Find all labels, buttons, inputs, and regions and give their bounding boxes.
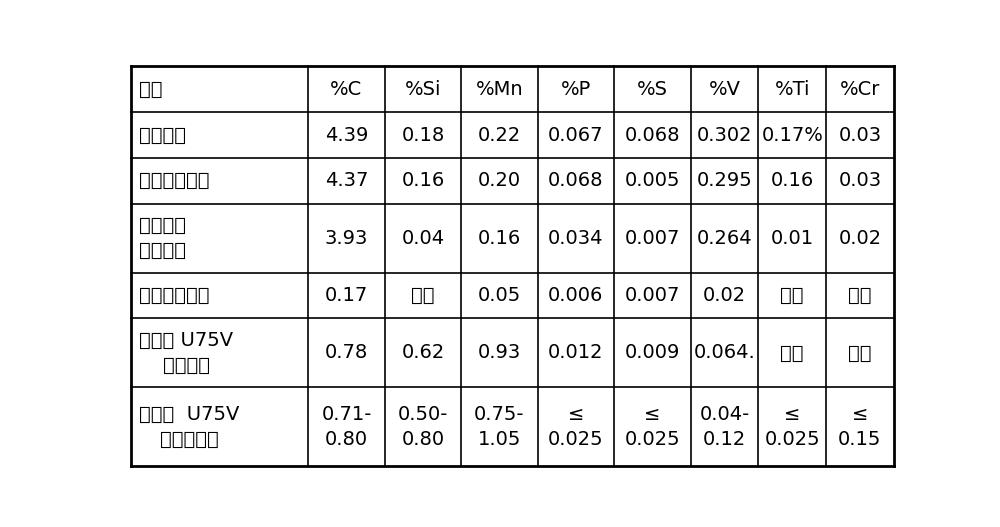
Text: ≤
0.025: ≤ 0.025 bbox=[548, 405, 604, 448]
Text: %V: %V bbox=[708, 80, 740, 99]
Text: 0.012: 0.012 bbox=[548, 344, 604, 363]
Text: 0.02: 0.02 bbox=[838, 229, 881, 248]
Text: 4.37: 4.37 bbox=[325, 171, 368, 190]
Text: 痕迹: 痕迹 bbox=[780, 286, 804, 305]
Text: 0.18: 0.18 bbox=[401, 125, 445, 144]
Text: 0.01: 0.01 bbox=[771, 229, 814, 248]
Text: 痕迹: 痕迹 bbox=[848, 344, 872, 363]
Text: 0.067: 0.067 bbox=[548, 125, 604, 144]
Text: 0.16: 0.16 bbox=[478, 229, 521, 248]
Text: 0.93: 0.93 bbox=[478, 344, 521, 363]
Text: 0.04-
0.12: 0.04- 0.12 bbox=[699, 405, 750, 448]
Text: 0.064.: 0.064. bbox=[694, 344, 755, 363]
Text: 痕迹: 痕迹 bbox=[848, 286, 872, 305]
Text: ≤
0.025: ≤ 0.025 bbox=[625, 405, 680, 448]
Text: 名称: 名称 bbox=[139, 80, 162, 99]
Text: 0.03: 0.03 bbox=[838, 125, 881, 144]
Text: 0.71-
0.80: 0.71- 0.80 bbox=[321, 405, 372, 448]
Text: 0.295: 0.295 bbox=[697, 171, 752, 190]
Text: %Cr: %Cr bbox=[840, 80, 880, 99]
Text: 3.93: 3.93 bbox=[325, 229, 368, 248]
Text: 0.17%: 0.17% bbox=[761, 125, 823, 144]
Text: 0.16: 0.16 bbox=[771, 171, 814, 190]
Text: %P: %P bbox=[561, 80, 591, 99]
Text: 含钒脱硫铁水: 含钒脱硫铁水 bbox=[139, 171, 209, 190]
Text: 转炉终点钢水: 转炉终点钢水 bbox=[139, 286, 209, 305]
Text: %Mn: %Mn bbox=[476, 80, 523, 99]
Text: 0.034: 0.034 bbox=[548, 229, 604, 248]
Text: 0.007: 0.007 bbox=[625, 286, 680, 305]
Text: 4.39: 4.39 bbox=[325, 125, 368, 144]
Text: %C: %C bbox=[330, 80, 363, 99]
Text: %Si: %Si bbox=[405, 80, 441, 99]
Text: 0.009: 0.009 bbox=[625, 344, 680, 363]
Text: 痕迹: 痕迹 bbox=[780, 344, 804, 363]
Text: 0.78: 0.78 bbox=[325, 344, 368, 363]
Text: 0.006: 0.006 bbox=[548, 286, 604, 305]
Text: 脱硫脱磷
含钒半钢: 脱硫脱磷 含钒半钢 bbox=[139, 216, 186, 260]
Text: 0.302: 0.302 bbox=[697, 125, 752, 144]
Text: 0.068: 0.068 bbox=[625, 125, 680, 144]
Text: 0.03: 0.03 bbox=[838, 171, 881, 190]
Text: 0.16: 0.16 bbox=[401, 171, 445, 190]
Text: 0.04: 0.04 bbox=[401, 229, 444, 248]
Text: 0.005: 0.005 bbox=[625, 171, 680, 190]
Text: 0.75-
1.05: 0.75- 1.05 bbox=[474, 405, 525, 448]
Text: 0.22: 0.22 bbox=[478, 125, 521, 144]
Text: %Ti: %Ti bbox=[774, 80, 810, 99]
Text: ≤
0.025: ≤ 0.025 bbox=[764, 405, 820, 448]
Text: 钢轨钢  U75V
分标准要求: 钢轨钢 U75V 分标准要求 bbox=[139, 405, 239, 448]
Text: 0.264: 0.264 bbox=[697, 229, 752, 248]
Text: 0.62: 0.62 bbox=[401, 344, 445, 363]
Text: 0.02: 0.02 bbox=[703, 286, 746, 305]
Text: 含钒铁水: 含钒铁水 bbox=[139, 125, 186, 144]
Text: 0.068: 0.068 bbox=[548, 171, 604, 190]
Text: %S: %S bbox=[637, 80, 668, 99]
Text: 0.007: 0.007 bbox=[625, 229, 680, 248]
Text: 0.05: 0.05 bbox=[478, 286, 521, 305]
Text: 0.20: 0.20 bbox=[478, 171, 521, 190]
Text: ≤
0.15: ≤ 0.15 bbox=[838, 405, 882, 448]
Text: 0.17: 0.17 bbox=[325, 286, 368, 305]
Text: 钢轨钢 U75V
钢水成分: 钢轨钢 U75V 钢水成分 bbox=[139, 331, 233, 375]
Text: 痕迹: 痕迹 bbox=[411, 286, 435, 305]
Text: 0.50-
0.80: 0.50- 0.80 bbox=[398, 405, 448, 448]
